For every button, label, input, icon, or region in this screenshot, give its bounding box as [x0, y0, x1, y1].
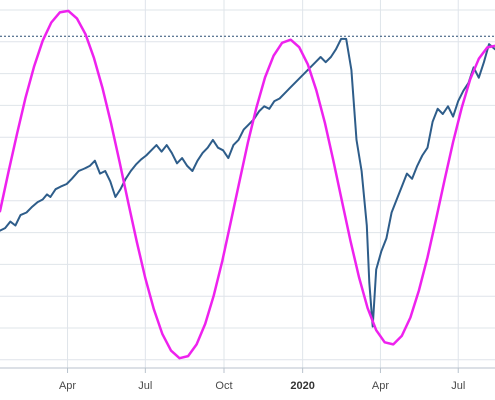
series-line-1 — [0, 37, 495, 328]
x-tick-label: Apr — [372, 380, 389, 392]
x-tick-label: Jul — [138, 380, 152, 392]
series-layer — [0, 9, 495, 360]
x-tick-label: Oct — [215, 380, 232, 392]
x-tick-label: 2020 — [290, 380, 314, 392]
grid — [0, 0, 495, 368]
series-line-2 — [0, 9, 495, 360]
x-tick-label: Apr — [59, 380, 76, 392]
x-tick-label: Jul — [451, 380, 465, 392]
x-axis: Apr Jul Oct 2020 Apr Jul — [0, 367, 495, 392]
